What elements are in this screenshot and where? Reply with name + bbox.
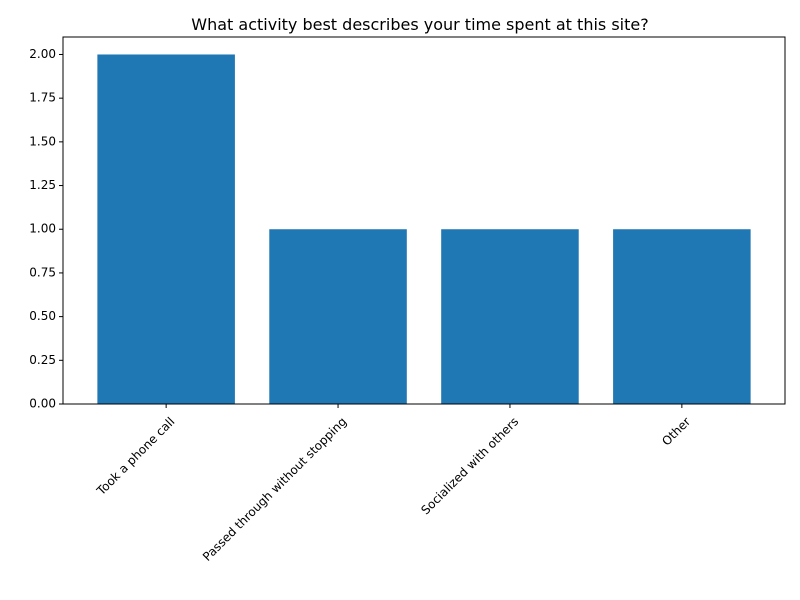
- y-tick-label: 1.00: [29, 222, 56, 236]
- x-axis: Took a phone call Passed through without …: [93, 404, 693, 564]
- y-tick-label: 0.75: [29, 265, 56, 279]
- bar-0: [97, 54, 235, 404]
- y-tick-label: 0.00: [29, 397, 56, 411]
- x-tick-label: Other: [659, 414, 693, 448]
- bar-1: [269, 229, 407, 404]
- y-tick-label: 1.75: [29, 91, 56, 105]
- y-tick-label: 2.00: [29, 47, 56, 61]
- y-tick-label: 1.25: [29, 178, 56, 192]
- bars-layer: [97, 54, 751, 404]
- y-tick-label: 1.50: [29, 134, 56, 148]
- x-tick-label: Socialized with others: [418, 414, 521, 517]
- plot-frame: [62, 36, 786, 405]
- x-tick-label: Took a phone call: [93, 414, 177, 498]
- y-axis: 0.00 0.25 0.50 0.75 1.00 1.25 1.50 1.75 2.00: [29, 47, 63, 411]
- chart-title: What activity best describes your time s…: [191, 15, 648, 34]
- y-tick-label: 0.50: [29, 309, 56, 323]
- bar-2: [441, 229, 579, 404]
- x-tick-label: Passed through without stopping: [200, 414, 349, 563]
- bar-3: [613, 229, 751, 404]
- y-tick-label: 0.25: [29, 353, 56, 367]
